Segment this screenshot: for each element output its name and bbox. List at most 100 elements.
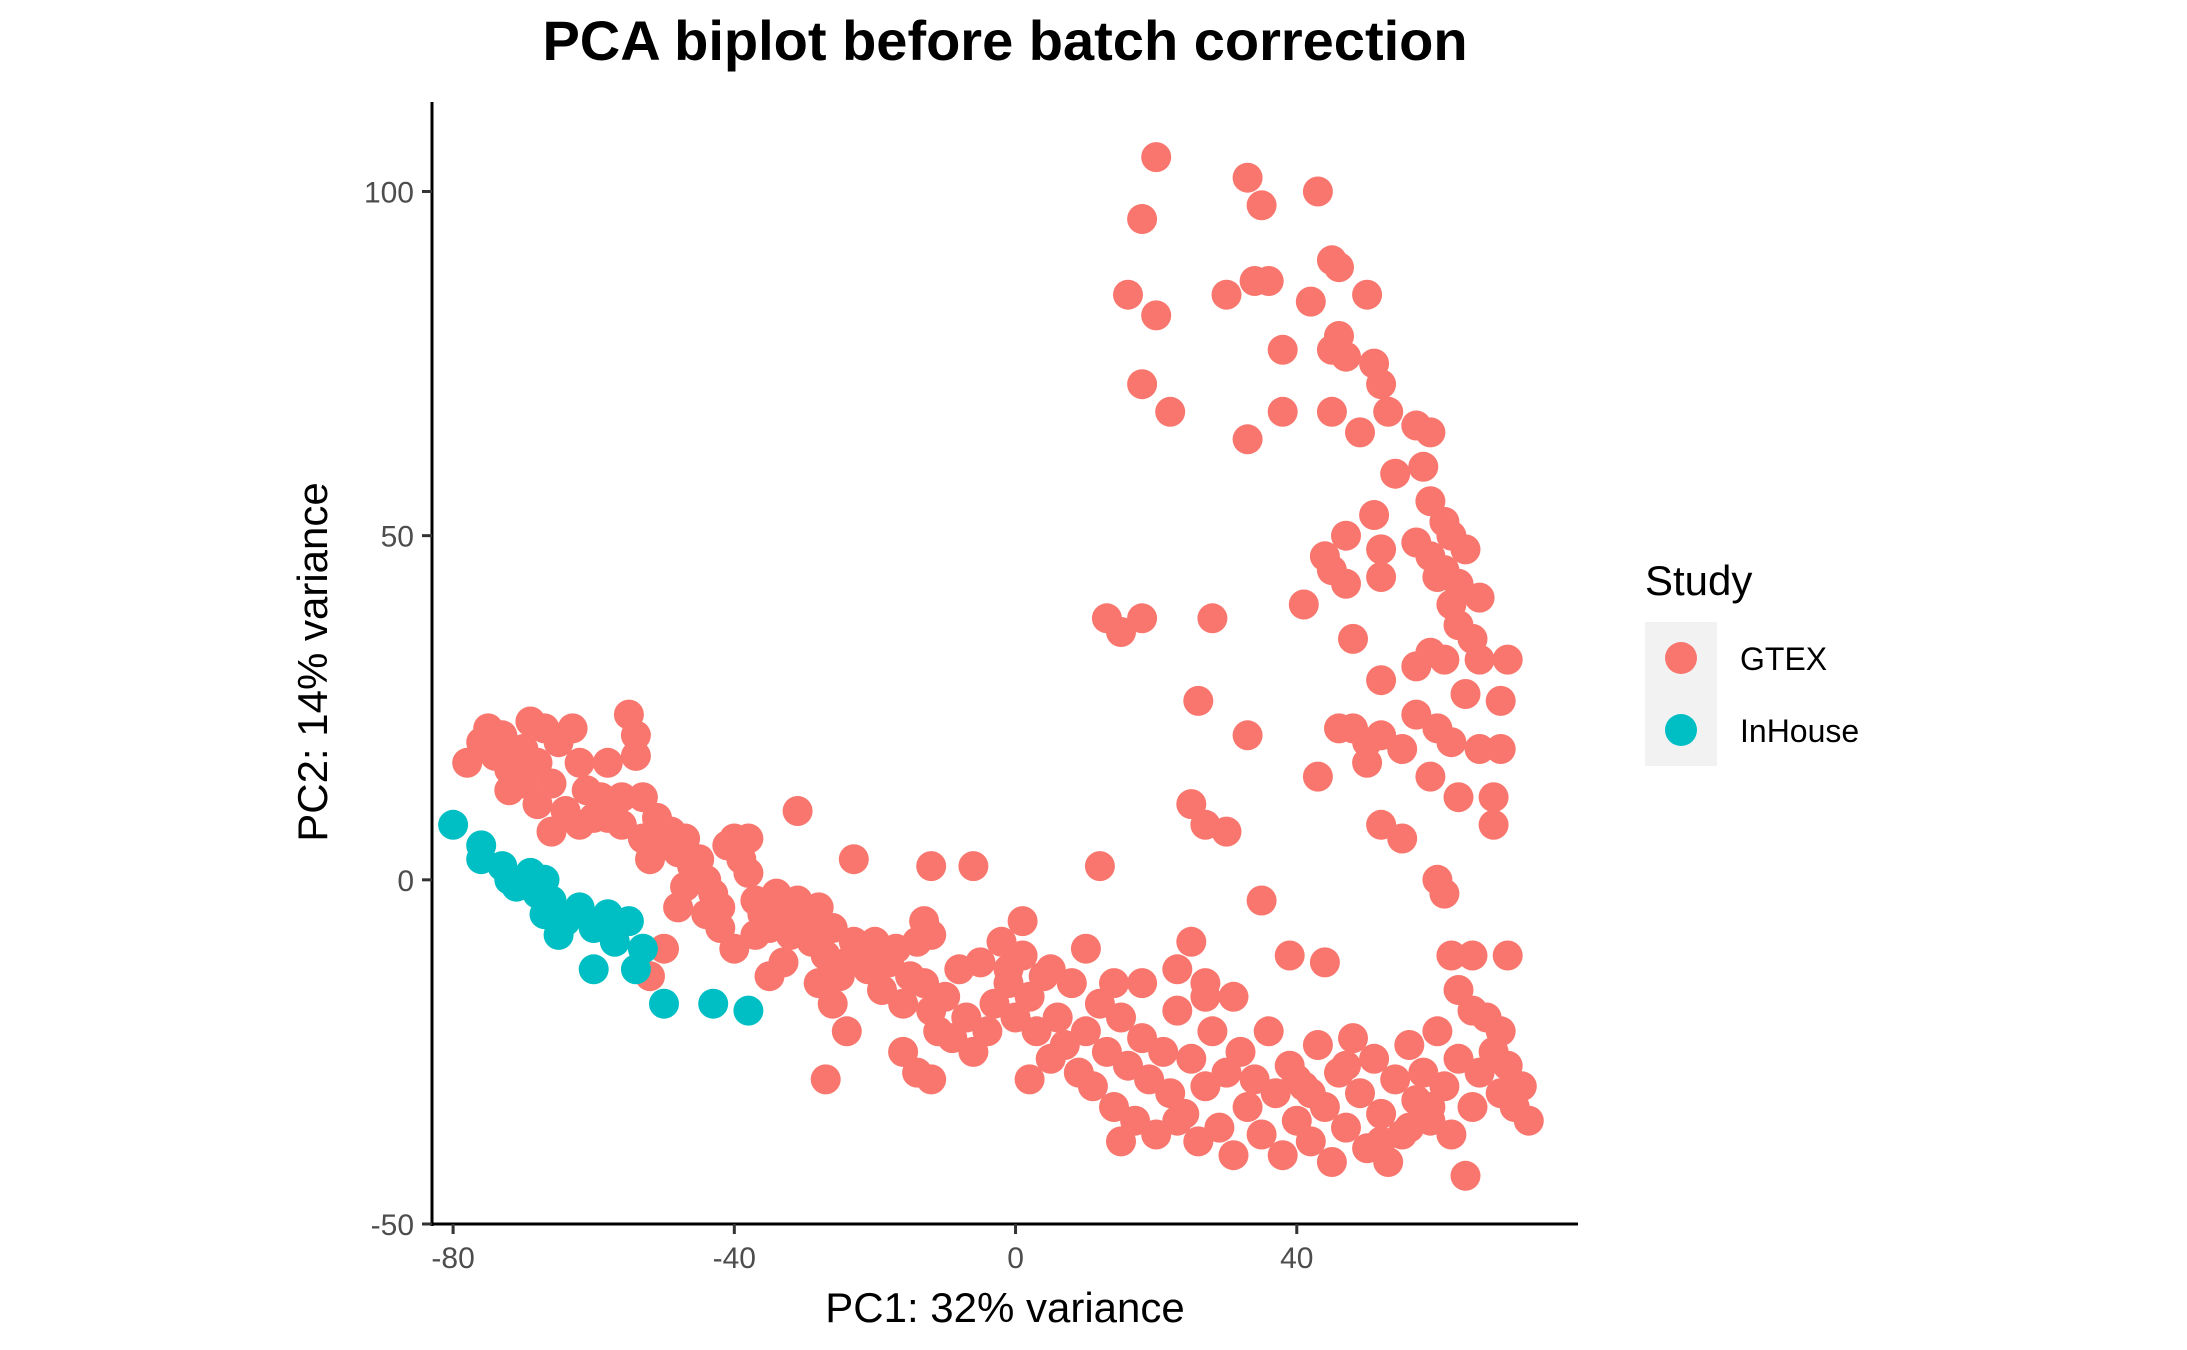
- data-point-gtex: [1302, 761, 1333, 792]
- data-point-gtex: [1141, 300, 1172, 331]
- data-point-inhouse: [438, 809, 469, 840]
- data-point-gtex: [1457, 1092, 1488, 1122]
- data-point-gtex: [1197, 603, 1228, 634]
- data-point-gtex: [1042, 1002, 1073, 1033]
- y-tick-label: -50: [371, 1209, 414, 1242]
- data-point-gtex: [1267, 334, 1298, 365]
- data-point-gtex: [1366, 665, 1397, 696]
- data-point-gtex: [620, 740, 651, 771]
- data-point-gtex: [958, 851, 989, 882]
- data-point-gtex: [1331, 568, 1361, 599]
- series-gtex: [452, 142, 1544, 1191]
- data-point-gtex: [1408, 451, 1439, 482]
- data-point-gtex: [1218, 1140, 1249, 1171]
- data-point-gtex: [1141, 142, 1172, 173]
- data-point-gtex: [1316, 396, 1347, 427]
- data-point-gtex: [916, 851, 947, 882]
- data-point-gtex: [831, 1016, 862, 1047]
- data-point-gtex: [1387, 823, 1418, 854]
- data-point-gtex: [592, 747, 623, 778]
- data-point-gtex: [888, 988, 919, 1019]
- data-point-gtex: [1084, 851, 1115, 882]
- data-point-gtex: [557, 713, 588, 744]
- data-point-gtex: [1099, 968, 1129, 999]
- data-point-gtex: [1380, 458, 1411, 489]
- x-tick-label: 40: [1280, 1242, 1313, 1275]
- data-point-gtex: [1295, 1078, 1326, 1109]
- data-point-gtex: [1127, 968, 1158, 999]
- data-point-gtex: [916, 919, 947, 950]
- data-point-gtex: [1295, 1126, 1326, 1157]
- x-axis-ticks: -80 -40 0 40: [431, 1224, 1313, 1275]
- data-point-gtex: [1014, 1064, 1045, 1095]
- data-point-gtex: [1316, 1147, 1347, 1177]
- data-point-gtex: [1162, 995, 1193, 1026]
- y-tick-label: 50: [381, 521, 414, 554]
- data-point-gtex: [1394, 1112, 1425, 1143]
- data-point-gtex: [1246, 885, 1277, 916]
- data-point-gtex: [1478, 782, 1509, 813]
- data-point-gtex: [642, 802, 672, 833]
- data-point-gtex: [663, 892, 694, 923]
- data-point-gtex: [1352, 747, 1383, 778]
- data-point-gtex: [1162, 1105, 1193, 1136]
- data-point-inhouse: [733, 995, 764, 1026]
- data-point-gtex: [480, 740, 511, 771]
- data-point-gtex: [1232, 1092, 1263, 1122]
- y-axis-ticks: -50 0 50 100: [364, 176, 432, 1242]
- data-point-gtex: [564, 809, 595, 840]
- data-point-gtex: [1352, 279, 1383, 310]
- data-point-gtex: [1197, 1016, 1228, 1047]
- data-point-gtex: [1373, 396, 1404, 427]
- data-point-gtex: [1415, 1092, 1446, 1122]
- data-point-gtex: [1211, 816, 1242, 847]
- data-point-gtex: [1464, 582, 1495, 613]
- data-point-gtex: [965, 947, 996, 978]
- data-point-gtex: [817, 988, 848, 1019]
- data-point-gtex: [1387, 734, 1418, 764]
- data-point-gtex: [1478, 809, 1509, 840]
- data-point-gtex: [972, 1016, 1003, 1047]
- data-point-gtex: [1267, 396, 1298, 427]
- data-point-gtex: [620, 720, 651, 751]
- data-point-gtex: [733, 823, 764, 854]
- y-tick-label: 0: [397, 865, 414, 898]
- data-point-gtex: [1106, 1002, 1136, 1033]
- data-point-gtex: [1443, 782, 1474, 813]
- data-point-gtex: [916, 1064, 947, 1095]
- data-point-gtex: [1331, 341, 1361, 372]
- data-point-gtex: [1331, 1112, 1361, 1143]
- legend-label-inhouse: InHouse: [1740, 713, 1859, 749]
- data-point-gtex: [810, 1064, 841, 1095]
- data-point-gtex: [1485, 685, 1516, 716]
- data-point-gtex: [1324, 252, 1354, 283]
- data-point-gtex: [1436, 940, 1467, 971]
- data-point-gtex: [1162, 954, 1193, 985]
- x-axis-title: PC1: 32% variance: [825, 1284, 1185, 1331]
- data-point-gtex: [1345, 1078, 1375, 1109]
- data-point-gtex: [1331, 520, 1361, 551]
- data-point-gtex: [1429, 644, 1460, 675]
- data-point-gtex: [1415, 417, 1446, 448]
- data-point-gtex: [1450, 679, 1481, 709]
- data-point-gtex: [1366, 562, 1397, 592]
- data-point-gtex: [1345, 417, 1375, 448]
- x-tick-label: -40: [713, 1242, 756, 1275]
- legend-label-gtex: GTEX: [1740, 641, 1827, 677]
- data-point-gtex: [1155, 396, 1186, 427]
- data-point-gtex: [1295, 286, 1326, 317]
- data-point-gtex: [1274, 940, 1305, 971]
- data-point-gtex: [1246, 190, 1277, 221]
- x-tick-label: 0: [1007, 1242, 1024, 1275]
- data-point-gtex: [1127, 204, 1158, 234]
- y-axis-title: PC2: 14% variance: [289, 482, 336, 842]
- data-point-gtex: [1211, 279, 1242, 310]
- data-point-gtex: [768, 947, 799, 978]
- points-layer: [438, 142, 1544, 1191]
- data-point-gtex: [1127, 369, 1158, 400]
- data-point-gtex: [1309, 947, 1340, 978]
- chart-title: PCA biplot before batch correction: [542, 9, 1467, 72]
- data-point-gtex: [1148, 1036, 1179, 1067]
- data-point-gtex: [705, 913, 736, 943]
